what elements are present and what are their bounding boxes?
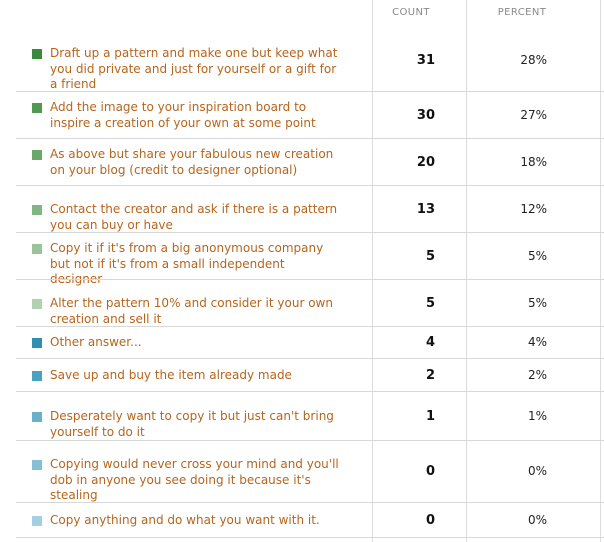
answer-count: 13 (416, 202, 435, 217)
answer-count: 0 (425, 513, 435, 528)
answer-label: Save up and buy the item already made (50, 368, 292, 382)
answer-count: 5 (425, 296, 435, 311)
answer-count: 0 (425, 464, 435, 479)
answer-count: 4 (425, 335, 435, 350)
answer-percent: 27% (520, 108, 547, 122)
answer-label: Other answer... (50, 335, 142, 349)
answer-label: Add the image to your inspiration board … (50, 100, 316, 130)
result-row: Alter the pattern 10% and consider it yo… (0, 280, 604, 327)
answer-percent: 4% (527, 335, 547, 349)
color-swatch (32, 412, 42, 422)
answer-count: 2 (425, 368, 435, 383)
row-divider (16, 91, 604, 92)
answer-count: 5 (425, 249, 435, 264)
result-row: Save up and buy the item already made 2 2% (0, 359, 604, 392)
color-swatch (32, 103, 42, 113)
answer-label: Copy it if it's from a big anonymous com… (50, 241, 324, 286)
column-divider (466, 0, 467, 542)
result-row: Other answer... 4 4% (0, 327, 604, 359)
color-swatch (32, 244, 42, 254)
answer-percent: 5% (527, 249, 547, 263)
answer-label: Alter the pattern 10% and consider it yo… (50, 296, 333, 326)
row-divider (16, 326, 604, 327)
color-swatch (32, 460, 42, 470)
answer-percent: 0% (527, 513, 547, 527)
answer-label: As above but share your fabulous new cre… (50, 147, 334, 177)
answer-label: Copy anything and do what you want with … (50, 513, 320, 527)
answer-label: Draft up a pattern and make one but keep… (50, 46, 338, 91)
answer-count: 1 (425, 409, 435, 424)
count-header: COUNT (392, 7, 430, 18)
color-swatch (32, 371, 42, 381)
result-row: Copying would never cross your mind and … (0, 441, 604, 503)
color-swatch (32, 338, 42, 348)
percent-header: PERCENT (497, 7, 547, 18)
result-row: Copy it if it's from a big anonymous com… (0, 233, 604, 286)
color-swatch (32, 299, 42, 309)
answer-label: Desperately want to copy it but just can… (50, 409, 334, 439)
column-divider (372, 0, 373, 542)
result-row: Desperately want to copy it but just can… (0, 392, 604, 441)
color-swatch (32, 516, 42, 526)
result-row: Draft up a pattern and make one but keep… (0, 30, 604, 92)
row-divider (16, 440, 604, 441)
answer-percent: 18% (520, 155, 547, 169)
answer-label: Copying would never cross your mind and … (50, 457, 339, 502)
column-divider (600, 0, 601, 542)
answer-count: 31 (416, 53, 435, 68)
answer-percent: 2% (527, 368, 547, 382)
row-divider (16, 391, 604, 392)
row-divider (16, 537, 604, 538)
answer-percent: 5% (527, 296, 547, 310)
answer-percent: 12% (520, 202, 547, 216)
color-swatch (32, 49, 42, 59)
row-divider (16, 138, 604, 139)
result-row: Add the image to your inspiration board … (0, 92, 604, 139)
answer-percent: 28% (520, 53, 547, 67)
color-swatch (32, 205, 42, 215)
row-divider (16, 502, 604, 503)
answer-count: 30 (416, 108, 435, 123)
answer-percent: 0% (527, 464, 547, 478)
answer-percent: 1% (527, 409, 547, 423)
row-divider (16, 232, 604, 233)
row-divider (16, 279, 604, 280)
result-row: As above but share your fabulous new cre… (0, 139, 604, 186)
row-divider (16, 185, 604, 186)
answer-label: Contact the creator and ask if there is … (50, 202, 338, 232)
color-swatch (32, 150, 42, 160)
answer-count: 20 (416, 155, 435, 170)
result-row: Contact the creator and ask if there is … (0, 186, 604, 233)
result-row: Copy anything and do what you want with … (0, 503, 604, 538)
row-divider (16, 358, 604, 359)
